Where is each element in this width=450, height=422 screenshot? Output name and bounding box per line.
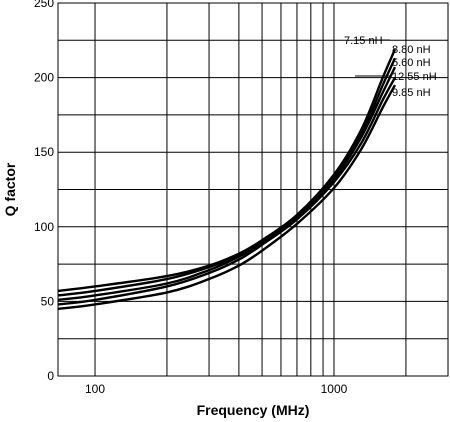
x-tick-label: 100	[85, 382, 105, 396]
series-label: 9.85 nH	[392, 87, 431, 99]
x-tick-label: 1000	[321, 382, 348, 396]
series-line	[57, 77, 397, 306]
series-label: 8.80 nH	[392, 44, 431, 56]
tick-labels: 0 50 100 150 200 250 100 1000	[34, 0, 348, 396]
y-tick-label: 200	[34, 71, 54, 85]
series-line	[57, 57, 397, 297]
series-line	[57, 66, 397, 302]
y-tick-label: 50	[41, 294, 55, 308]
series-lines	[57, 48, 397, 311]
y-tick-label: 100	[34, 220, 54, 234]
x-axis-title: Frequency (MHz)	[197, 402, 310, 418]
y-tick-label: 250	[34, 0, 54, 10]
series-line	[57, 48, 397, 293]
y-axis-title: Q factor	[2, 162, 18, 216]
series-labels: 7.15 nH 8.80 nH5.60 nH 12.55 nH 9.85 nH	[344, 35, 437, 99]
series-label: 7.15 nH	[344, 35, 383, 47]
y-tick-label: 150	[34, 145, 54, 159]
y-tick-label: 0	[47, 369, 54, 383]
series-line	[57, 84, 397, 311]
series-label: 5.60 nH	[392, 57, 431, 69]
series-label: 12.55 nH	[392, 71, 437, 83]
plot-frame	[57, 2, 449, 377]
